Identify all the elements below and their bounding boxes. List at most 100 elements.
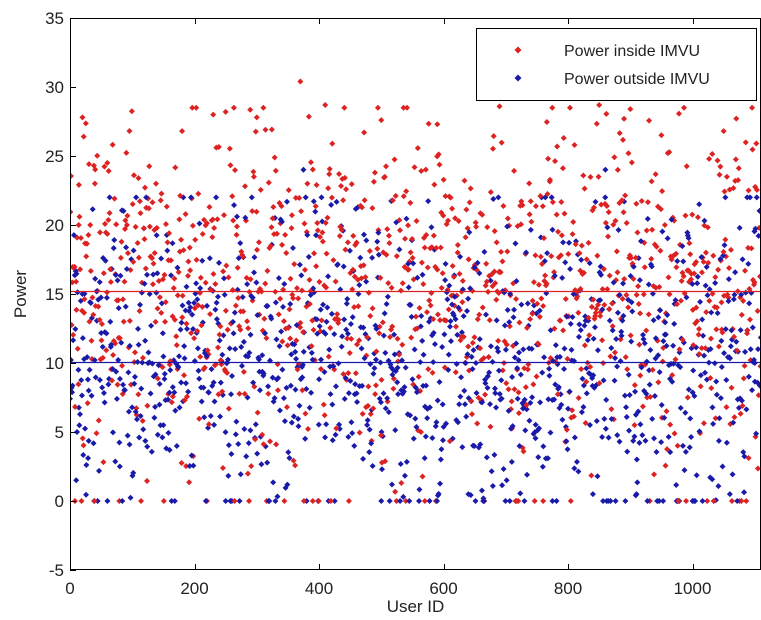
point-inside (81, 296, 88, 303)
point-outside (361, 355, 368, 362)
point-outside (73, 429, 80, 436)
point-inside (517, 221, 524, 228)
point-inside (442, 193, 449, 200)
point-outside (438, 446, 445, 453)
point-inside (449, 205, 456, 212)
point-outside (100, 390, 107, 397)
point-inside (720, 128, 727, 135)
point-inside (191, 305, 198, 312)
point-inside (177, 192, 184, 199)
point-outside (554, 354, 561, 361)
point-outside (620, 312, 627, 319)
point-inside (110, 352, 117, 359)
point-inside (616, 130, 623, 137)
point-inside (748, 245, 755, 252)
point-outside (202, 498, 209, 504)
point-outside (600, 498, 607, 504)
point-inside (302, 266, 309, 273)
point-inside (179, 292, 186, 299)
point-outside (151, 414, 158, 421)
point-outside (637, 238, 644, 245)
point-outside (470, 347, 477, 354)
point-outside (501, 322, 508, 329)
point-inside (384, 226, 391, 233)
point-inside (495, 337, 502, 344)
point-inside (126, 128, 133, 135)
point-outside (329, 401, 336, 408)
point-outside (694, 280, 701, 287)
point-inside (693, 259, 700, 266)
point-outside (723, 377, 730, 384)
point-inside (165, 257, 172, 264)
point-outside (665, 433, 672, 440)
point-outside (278, 328, 285, 335)
point-outside (476, 336, 483, 343)
point-inside (327, 324, 334, 331)
point-inside (577, 285, 584, 292)
point-outside (434, 498, 441, 504)
point-inside (672, 356, 679, 363)
point-outside (133, 194, 140, 201)
point-outside (524, 300, 531, 307)
point-outside (578, 256, 585, 263)
point-outside (655, 314, 662, 321)
point-inside (265, 390, 272, 397)
point-inside (100, 270, 107, 277)
point-outside (465, 295, 472, 302)
point-inside (443, 221, 450, 228)
point-inside (151, 226, 158, 233)
point-outside (224, 356, 231, 363)
point-inside (599, 286, 606, 293)
point-outside (289, 244, 296, 251)
point-inside (582, 420, 589, 427)
point-outside (235, 255, 242, 262)
point-outside (307, 291, 314, 298)
point-outside (313, 232, 320, 239)
point-inside (310, 326, 317, 333)
point-inside (475, 394, 482, 401)
point-inside (90, 311, 97, 318)
point-inside (433, 244, 440, 251)
point-inside (564, 355, 571, 362)
point-outside (560, 239, 567, 246)
point-inside (599, 337, 606, 344)
point-outside (542, 455, 549, 462)
point-outside (629, 308, 636, 315)
point-outside (447, 323, 454, 330)
point-outside (478, 487, 485, 494)
point-outside (698, 254, 705, 261)
point-inside (95, 303, 102, 310)
point-outside (604, 224, 611, 231)
point-inside (111, 195, 118, 202)
point-inside (693, 304, 700, 311)
point-inside (209, 216, 216, 223)
point-outside (626, 427, 633, 434)
point-inside (326, 171, 333, 178)
point-inside (754, 465, 761, 472)
point-outside (101, 399, 108, 406)
point-outside (514, 365, 521, 372)
point-inside (372, 382, 379, 389)
point-inside (154, 305, 161, 312)
point-outside (357, 324, 364, 331)
point-outside (238, 362, 245, 369)
point-inside (674, 442, 681, 449)
point-outside (614, 363, 621, 370)
point-outside (322, 434, 329, 441)
point-inside (349, 266, 356, 273)
point-inside (294, 366, 301, 373)
point-outside (243, 453, 250, 460)
point-inside (707, 335, 714, 342)
point-inside (583, 256, 590, 263)
point-inside (648, 178, 655, 185)
point-outside (474, 259, 481, 266)
point-outside (613, 336, 620, 343)
point-inside (378, 376, 385, 383)
point-outside (135, 325, 142, 332)
point-outside (171, 389, 178, 396)
point-inside (326, 165, 333, 172)
point-outside (533, 310, 540, 317)
point-inside (607, 353, 614, 360)
point-outside (316, 376, 323, 383)
point-outside (133, 416, 140, 423)
